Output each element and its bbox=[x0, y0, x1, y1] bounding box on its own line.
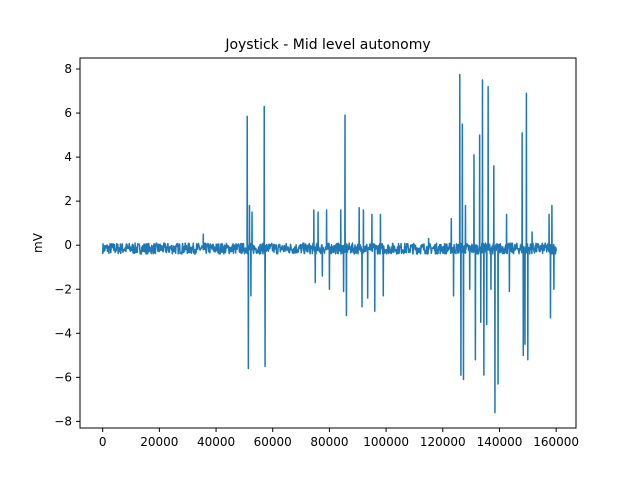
x-tick-label: 60000 bbox=[254, 435, 292, 449]
y-tick-label: 0 bbox=[64, 238, 72, 252]
y-tick-label: 6 bbox=[64, 106, 72, 120]
x-tick-label: 20000 bbox=[140, 435, 178, 449]
x-tick-label: 120000 bbox=[420, 435, 466, 449]
y-axis: −8 −6 −4 −2 0 2 4 6 8 bbox=[54, 62, 80, 428]
y-axis-label: mV bbox=[31, 232, 45, 253]
y-tick-label: −2 bbox=[54, 282, 72, 296]
y-tick-label: −4 bbox=[54, 326, 72, 340]
y-tick-label: 4 bbox=[64, 150, 72, 164]
y-tick-label: −8 bbox=[54, 414, 72, 428]
series-line bbox=[101, 73, 557, 414]
plot-frame bbox=[79, 57, 577, 429]
x-tick-label: 100000 bbox=[363, 435, 409, 449]
y-tick-label: −6 bbox=[54, 370, 72, 384]
y-tick-label: 2 bbox=[64, 194, 72, 208]
x-tick-label: 80000 bbox=[310, 435, 348, 449]
x-tick-label: 40000 bbox=[197, 435, 235, 449]
x-tick-label: 140000 bbox=[477, 435, 523, 449]
x-axis: 0 20000 40000 60000 80000 100000 120000 140000 1… bbox=[99, 428, 579, 449]
x-tick-label: 0 bbox=[99, 435, 107, 449]
x-tick-label: 160000 bbox=[533, 435, 579, 449]
chart-title: Joystick - Mid level autonomy bbox=[224, 37, 430, 53]
y-tick-label: 8 bbox=[64, 62, 72, 76]
